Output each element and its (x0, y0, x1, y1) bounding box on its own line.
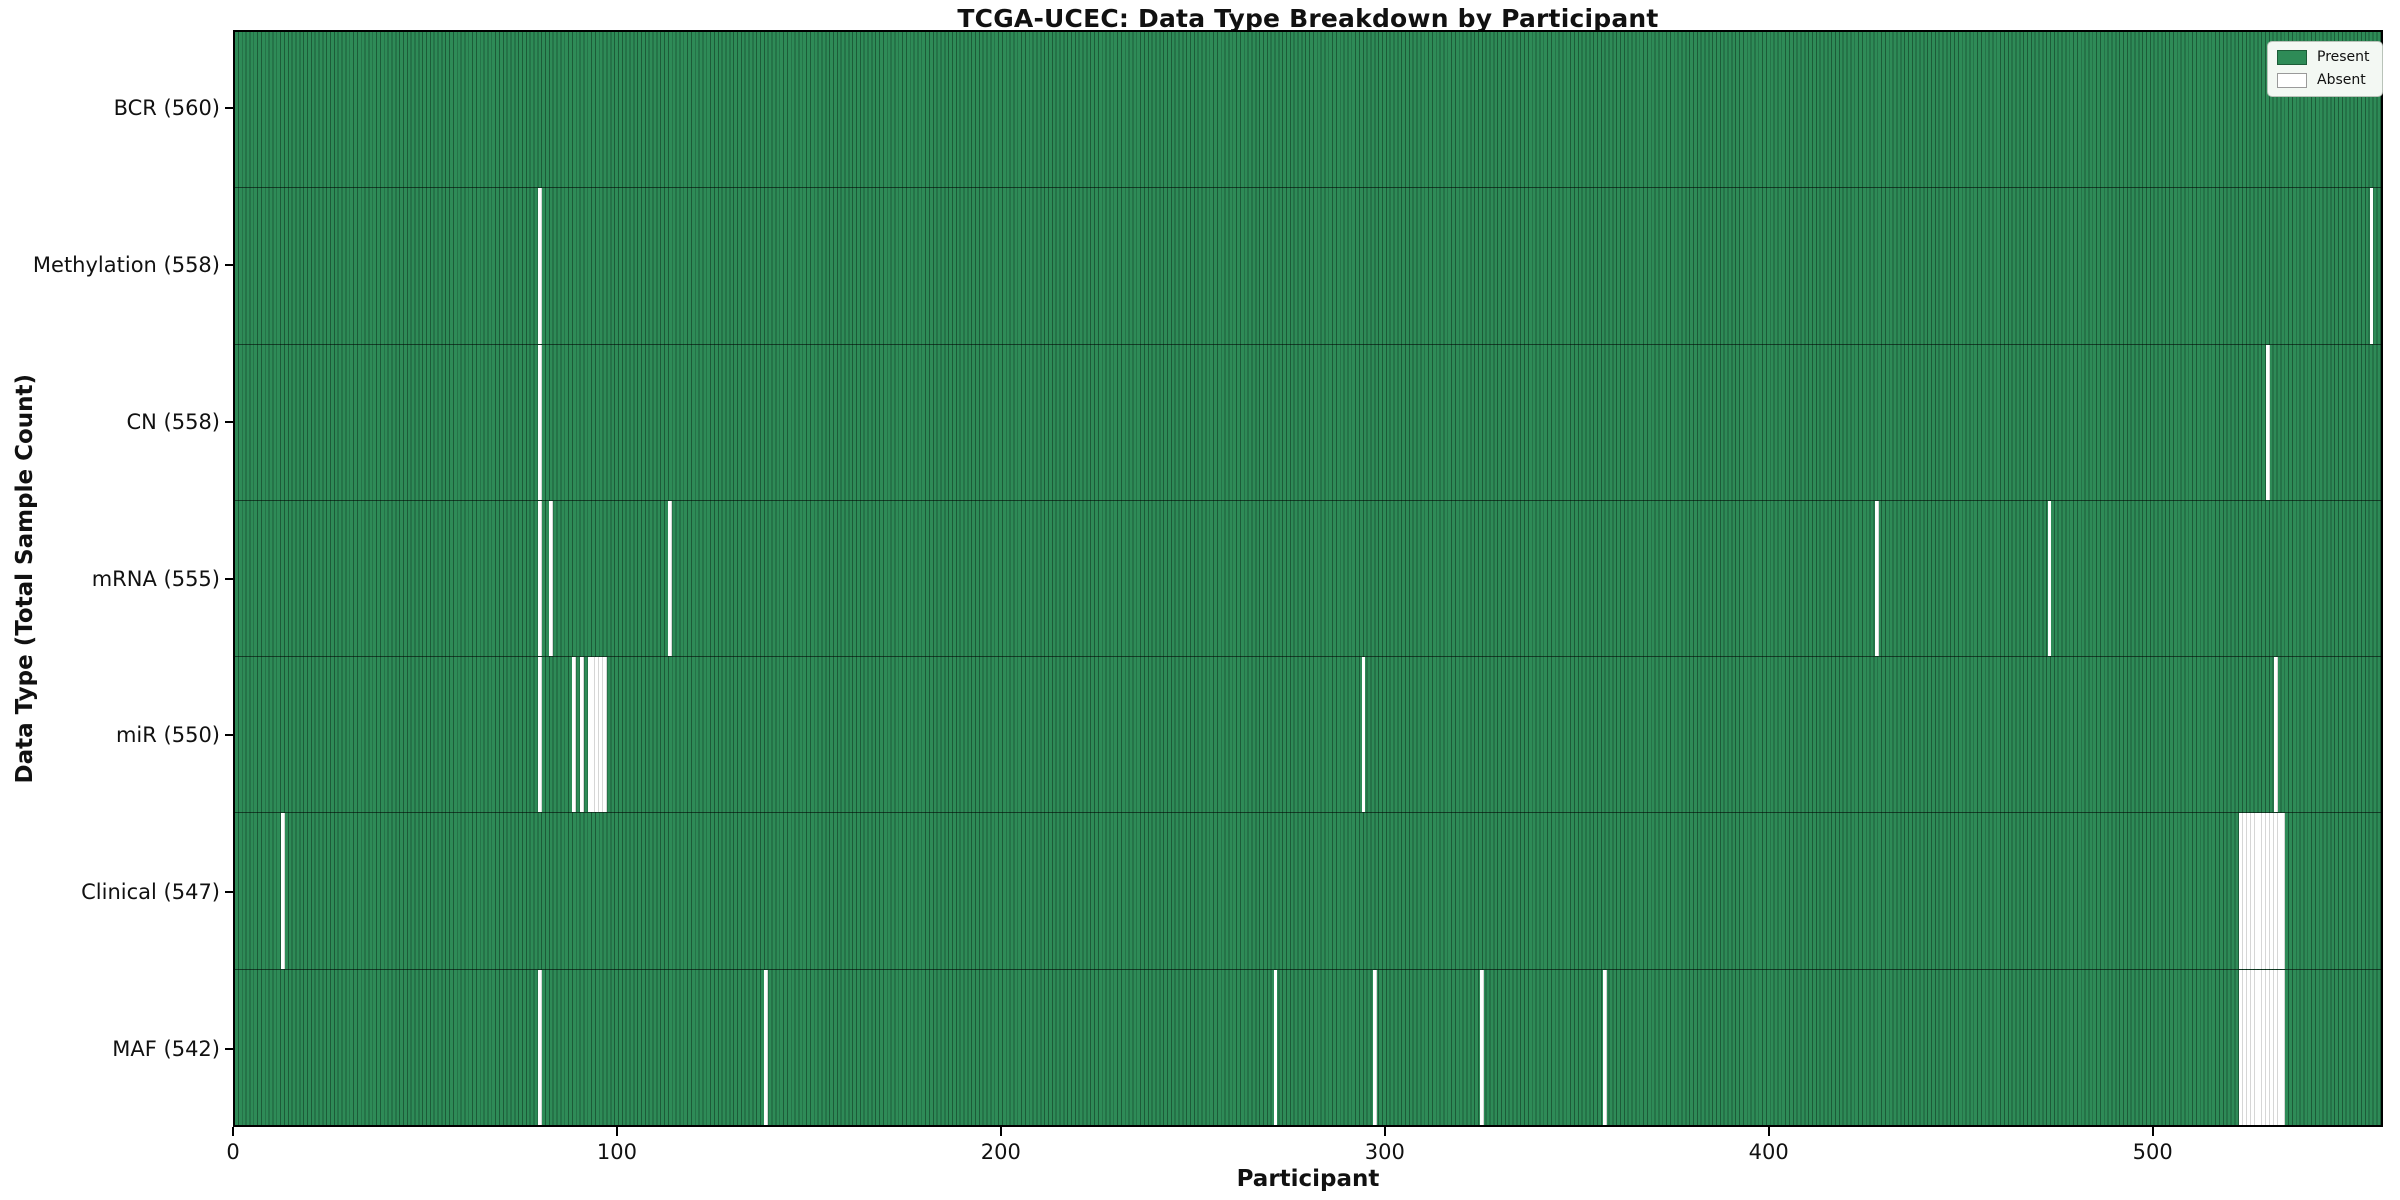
absent-stripe (2269, 813, 2274, 969)
absent-stripe (2239, 813, 2244, 969)
chart-title: TCGA-UCEC: Data Type Breakdown by Partic… (957, 4, 1659, 33)
legend: Present Absent (2267, 41, 2383, 97)
absent-stripe (599, 657, 603, 813)
x-tick-label: 400 (1748, 1140, 1789, 1164)
absent-stripe (2262, 813, 2267, 969)
absent-stripe (2258, 969, 2263, 1125)
heatmap-row-mir (235, 656, 2381, 813)
absent-stripe (2250, 969, 2255, 1125)
y-tick-label: Clinical (547) (81, 879, 220, 904)
absent-stripe (591, 657, 596, 813)
absent-stripe (2281, 813, 2286, 969)
absent-stripe (668, 500, 672, 657)
legend-item-present: Present (2277, 50, 2370, 65)
y-tick-label: Methylation (558) (32, 253, 220, 278)
absent-stripe (2277, 969, 2282, 1125)
y-tick-label: CN (558) (126, 409, 220, 434)
absent-stripe (2266, 813, 2270, 969)
x-tick-mark (615, 1127, 618, 1136)
absent-stripe (280, 813, 285, 969)
absent-stripe (2273, 969, 2278, 1125)
absent-stripe (1480, 969, 1485, 1125)
absent-stripe (537, 188, 542, 344)
absent-stripe (1603, 969, 1607, 1125)
absent-stripe (2258, 813, 2263, 969)
heatmap-row-maf (235, 968, 2381, 1125)
absent-stripe (2250, 813, 2255, 969)
absent-stripe (2243, 813, 2247, 969)
x-tick-label: 100 (596, 1140, 637, 1164)
heatmap-row-clinical (235, 812, 2381, 969)
legend-present-label: Present (2317, 49, 2370, 65)
y-tick-mark (225, 1047, 233, 1050)
heatmap-row-bcr (235, 32, 2381, 188)
x-tick-label: 300 (1364, 1140, 1405, 1164)
absent-stripe (2266, 969, 2270, 1125)
absent-stripe (2281, 969, 2286, 1125)
absent-stripe (2273, 657, 2278, 813)
absent-stripe (2243, 969, 2247, 1125)
absent-stripe (2369, 188, 2374, 344)
absent-stripe (1273, 969, 1278, 1125)
y-tick-label: miR (550) (115, 723, 220, 748)
absent-stripe (2246, 969, 2251, 1125)
absent-stripe (602, 657, 607, 813)
absent-stripe (2239, 969, 2244, 1125)
y-tick-mark (225, 734, 233, 737)
y-tick-label: mRNA (555) (91, 566, 220, 591)
x-tick-mark (999, 1127, 1002, 1136)
absent-stripe (572, 657, 577, 813)
x-tick-label: 500 (2132, 1140, 2173, 1164)
absent-stripe (763, 969, 768, 1125)
absent-stripe (2254, 969, 2259, 1125)
absent-stripe (1361, 657, 1366, 813)
absent-stripe (537, 969, 542, 1125)
x-tick-mark (1383, 1127, 1386, 1136)
x-tick-mark (1767, 1127, 1770, 1136)
x-tick-label: 0 (226, 1140, 240, 1164)
y-tick-mark (225, 107, 233, 110)
absent-stripe (2277, 813, 2282, 969)
absent-swatch-icon (2277, 73, 2307, 88)
absent-stripe (579, 657, 584, 813)
absent-stripe (2246, 813, 2251, 969)
absent-stripe (2273, 813, 2278, 969)
absent-stripe (2269, 969, 2274, 1125)
y-tick-label: BCR (560) (113, 96, 220, 121)
absent-stripe (537, 500, 542, 657)
present-swatch-icon (2277, 50, 2307, 65)
heatmap-row-cn (235, 343, 2381, 500)
y-tick-mark (225, 890, 233, 893)
absent-stripe (549, 500, 554, 657)
absent-stripe (2266, 344, 2270, 500)
heatmap-row-methylation (235, 187, 2381, 344)
y-tick-mark (225, 577, 233, 580)
x-tick-mark (232, 1127, 234, 1136)
absent-stripe (537, 657, 542, 813)
y-tick-label: MAF (542) (112, 1036, 220, 1061)
absent-stripe (595, 657, 600, 813)
absent-stripe (1373, 969, 1377, 1125)
x-axis-label: Participant (1236, 1166, 1380, 1192)
legend-absent-label: Absent (2317, 72, 2366, 88)
y-tick-mark (225, 264, 233, 267)
x-tick-mark (2151, 1127, 2154, 1136)
absent-stripe (537, 344, 542, 500)
absent-stripe (2262, 969, 2267, 1125)
legend-item-absent: Absent (2277, 73, 2370, 88)
absent-stripe (1875, 500, 1879, 657)
plot-area (233, 30, 2383, 1127)
x-tick-label: 200 (980, 1140, 1021, 1164)
y-tick-mark (225, 420, 233, 423)
absent-stripe (2254, 813, 2259, 969)
heatmap-row-mrna (235, 499, 2381, 657)
absent-stripe (587, 657, 592, 813)
absent-stripe (2047, 500, 2052, 657)
